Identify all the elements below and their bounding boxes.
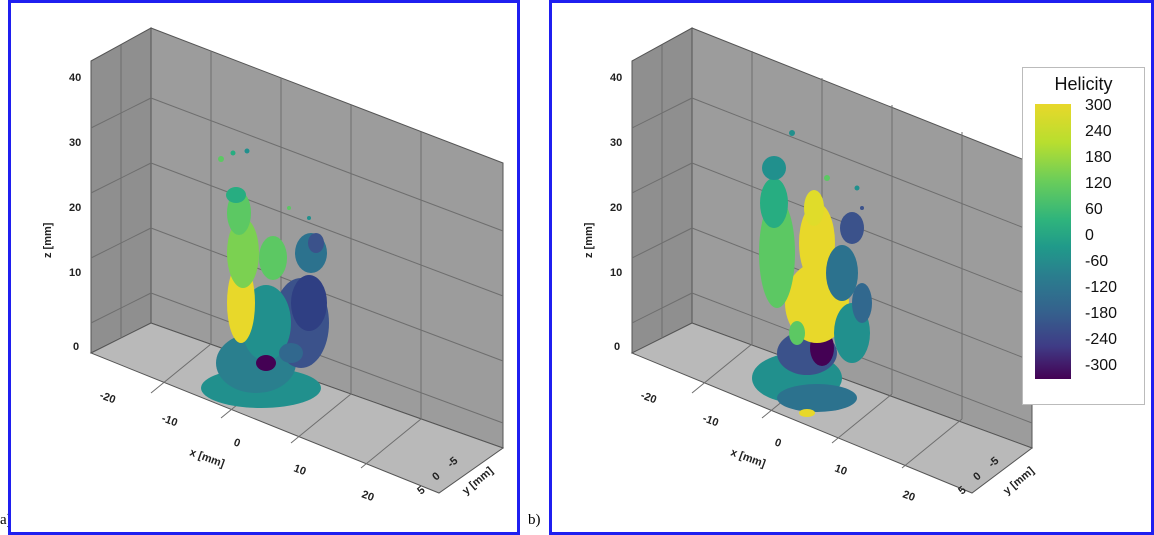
z-tick-20: 20	[69, 202, 81, 214]
legend-tick: 180	[1085, 149, 1112, 166]
x-tick-10: 10	[833, 463, 849, 478]
legend-tick: 60	[1085, 201, 1103, 218]
legend-tick: 0	[1085, 227, 1094, 244]
panel-a: 40 30 20 10 0 z [mm] -20 -10 0 10 20 x […	[8, 0, 520, 535]
x-tick-m20: -20	[639, 390, 658, 407]
x-tick-20: 20	[901, 489, 917, 504]
z-tick-20: 20	[610, 202, 622, 214]
legend-tick: -180	[1085, 305, 1118, 322]
y-axis-title: y [mm]	[1001, 465, 1037, 498]
z-tick-30: 30	[69, 137, 81, 149]
panel-b: 40 30 20 10 0 z [mm] -20 -10 0 10 20 x […	[549, 0, 1154, 535]
panel-a-label: a)	[0, 512, 12, 528]
z-tick-30: 30	[610, 137, 622, 149]
panel-b-label: b)	[528, 512, 541, 528]
z-axis-title: z [mm]	[583, 222, 595, 258]
legend-colorbar	[1035, 104, 1071, 379]
x-tick-20: 20	[360, 489, 376, 504]
z-tick-10: 10	[69, 267, 81, 279]
plot-b: 40 30 20 10 0 z [mm] -20 -10 0 10 20 x […	[583, 27, 1037, 504]
z-axis-title: z [mm]	[42, 222, 54, 258]
isosurface-b	[752, 130, 872, 417]
legend-tick: -60	[1085, 253, 1109, 270]
legend-tick: 120	[1085, 175, 1112, 192]
x-tick-m20: -20	[98, 390, 117, 407]
z-tick-40: 40	[610, 72, 622, 84]
z-tick-0: 0	[614, 341, 620, 353]
back-wall-grid	[90, 45, 504, 469]
x-tick-m10: -10	[701, 413, 720, 430]
x-tick-0: 0	[773, 437, 783, 450]
legend-ticks: 300 240 180 120 60 0 -60 -120 -180 -240 …	[1085, 98, 1140, 388]
x-axis-title: x [mm]	[188, 447, 226, 471]
helicity-legend: Helicity 300 240 180 120 60 0 -60 -120 -…	[1022, 67, 1145, 405]
legend-title: Helicity	[1054, 74, 1113, 94]
z-tick-0: 0	[73, 341, 79, 353]
legend-tick: -120	[1085, 279, 1118, 296]
x-tick-0: 0	[232, 437, 242, 450]
x-tick-10: 10	[292, 463, 308, 478]
floor	[89, 322, 505, 494]
x-tick-m10: -10	[160, 413, 179, 430]
z-tick-40: 40	[69, 72, 81, 84]
isosurface-a	[201, 148, 329, 408]
plot-a: 40 30 20 10 0 z [mm] -20 -10 0 10 20 x […	[42, 27, 505, 504]
legend-tick: -240	[1085, 331, 1118, 348]
legend-tick: -300	[1085, 357, 1118, 374]
legend-tick: 240	[1085, 123, 1112, 140]
legend-tick: 300	[1085, 97, 1112, 114]
x-axis-title: x [mm]	[729, 447, 767, 471]
z-tick-10: 10	[610, 267, 622, 279]
